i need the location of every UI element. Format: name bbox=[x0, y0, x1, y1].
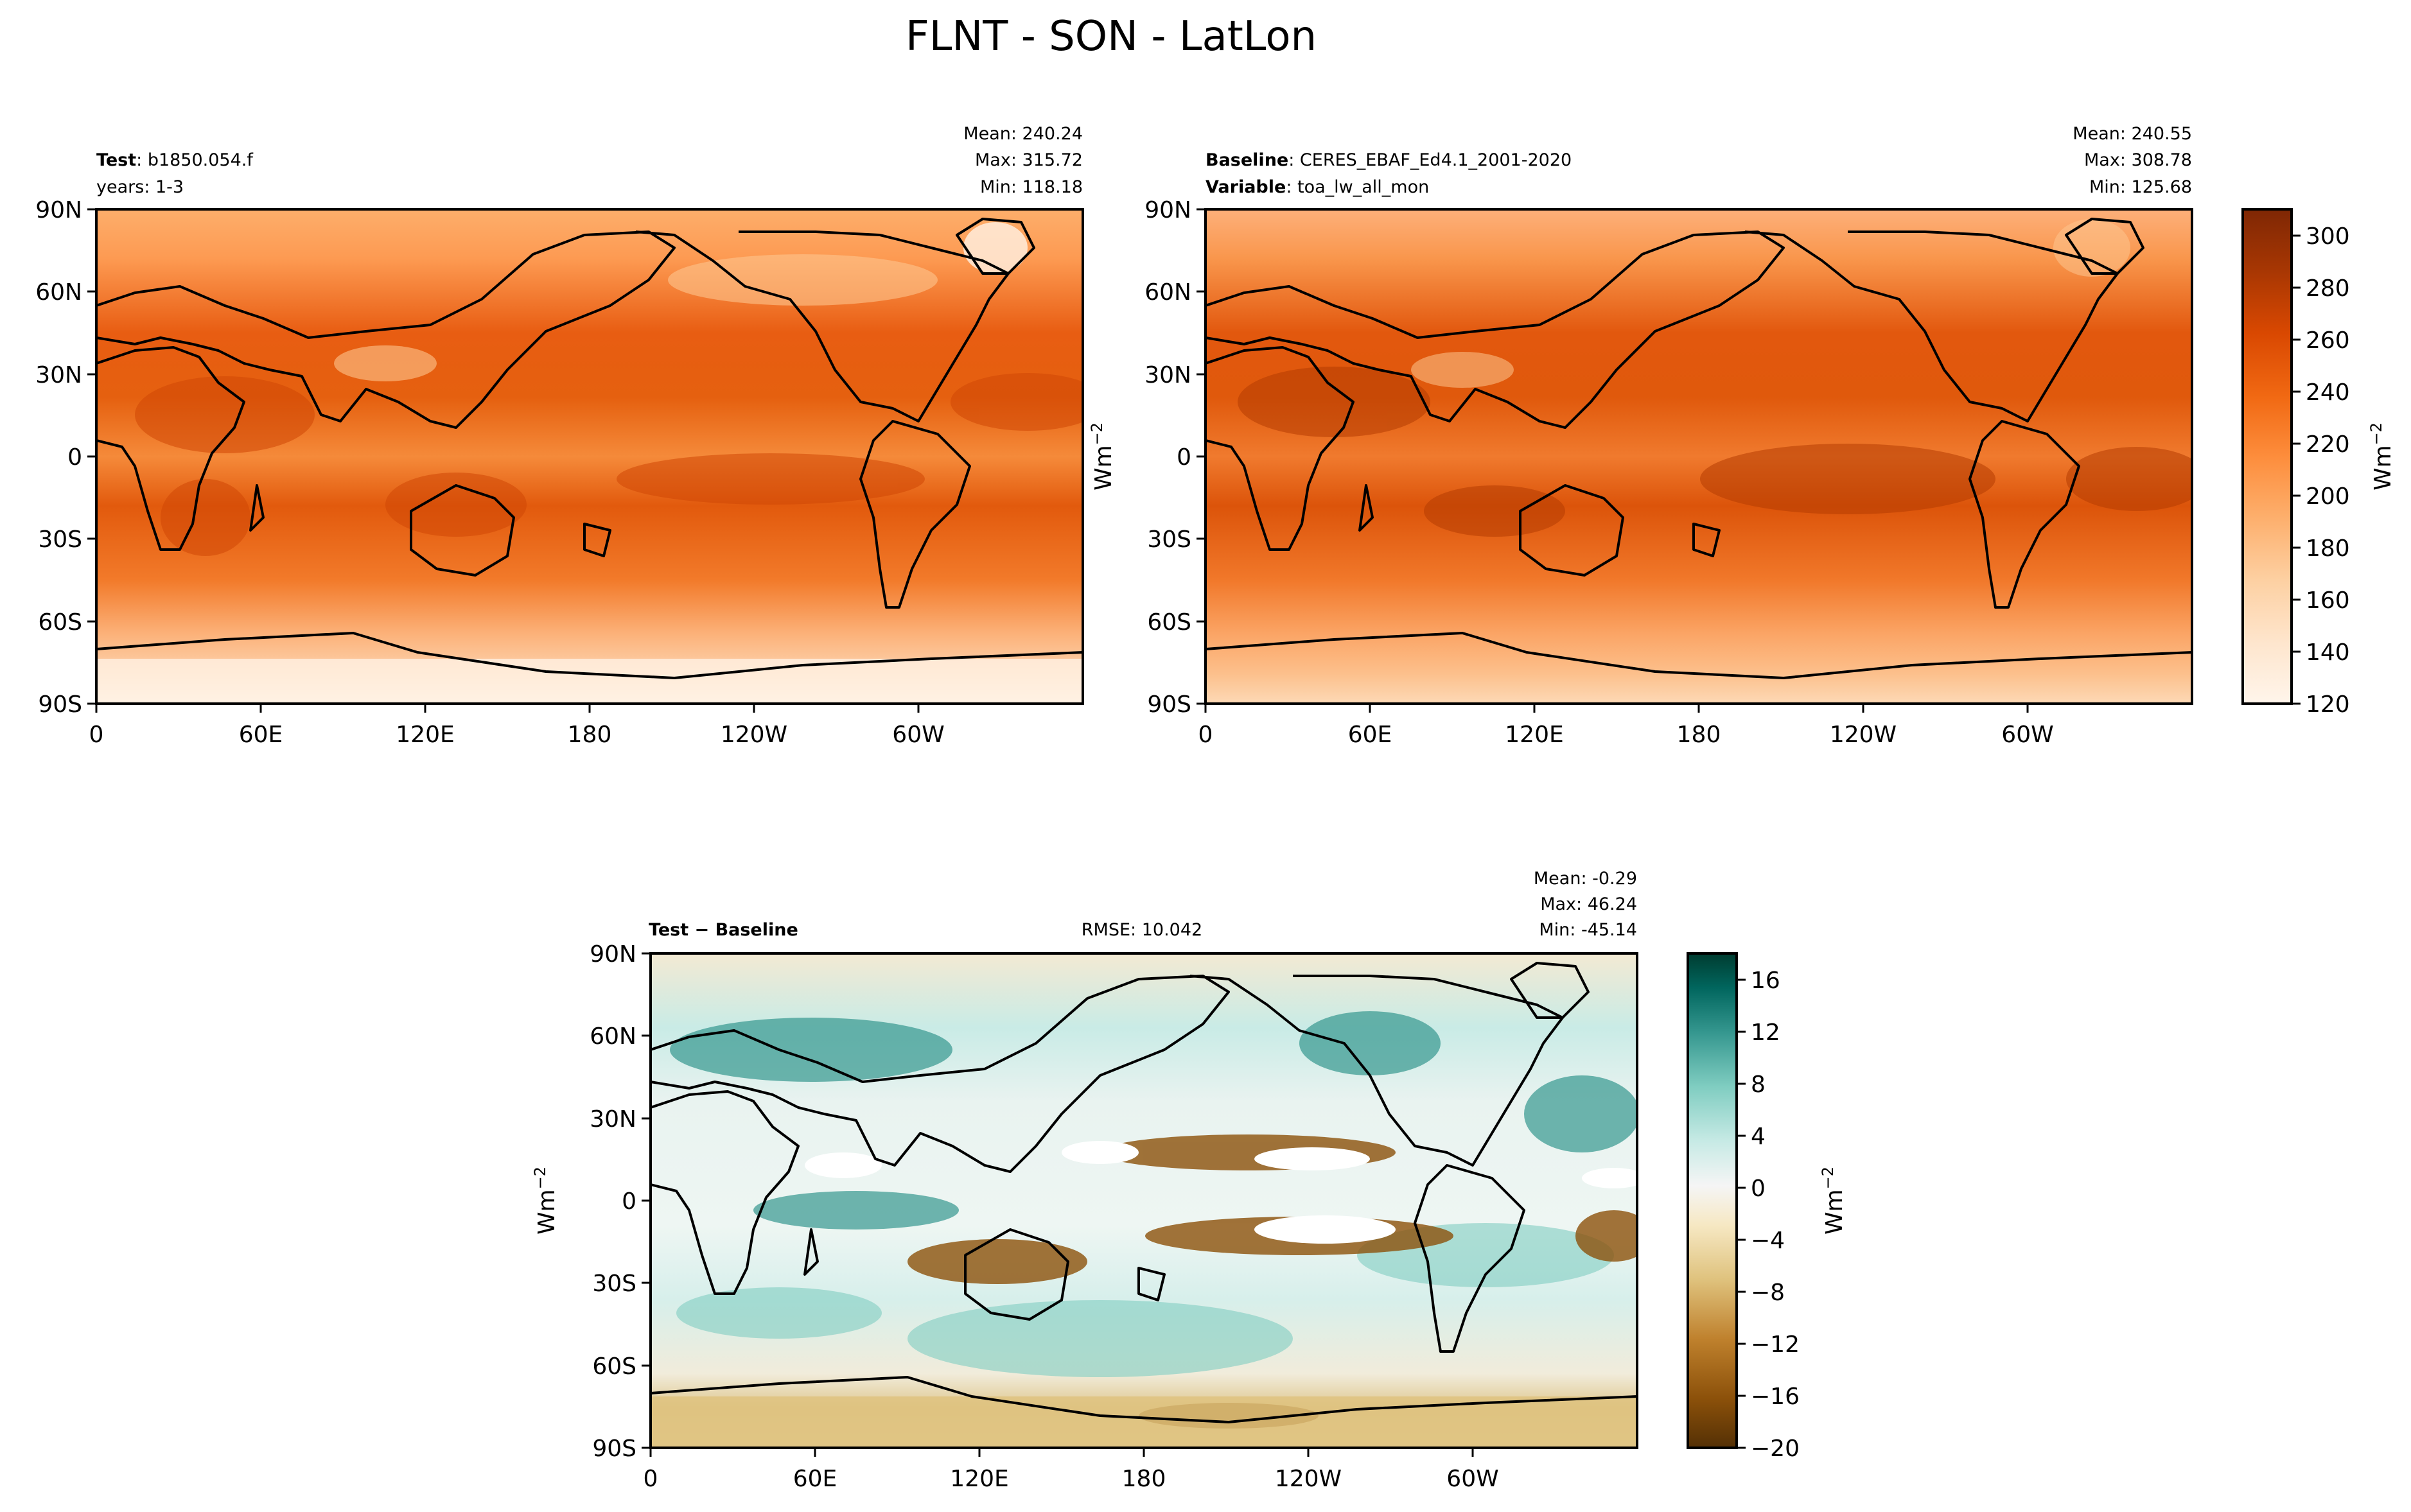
colorbar-tick-label: 12 bbox=[1751, 1020, 1780, 1046]
test-ytick-label: 0 bbox=[67, 444, 82, 471]
baseline-map bbox=[1206, 209, 2192, 704]
baseline-ytick-label: 60N bbox=[1144, 279, 1191, 306]
baseline-label: Baseline: CERES_EBAF_Ed4.1_2001-2020 bbox=[1206, 150, 1572, 170]
baseline-panel: Baseline: CERES_EBAF_Ed4.1_2001-2020 Var… bbox=[1088, 124, 2396, 748]
difference-ytick-label: 90N bbox=[590, 941, 636, 968]
colorbar-tick-label: 4 bbox=[1751, 1124, 1766, 1150]
test-y-ticks bbox=[87, 208, 96, 705]
test-x-ticks bbox=[95, 704, 920, 713]
baseline-ytick-label: 30S bbox=[1147, 526, 1191, 553]
difference-stat-max: Max: 46.24 bbox=[1540, 894, 1637, 914]
colorbar-tick-label: −16 bbox=[1751, 1384, 1800, 1410]
test-years-label: years: 1-3 bbox=[96, 177, 184, 197]
difference-y-ticks bbox=[642, 952, 651, 1449]
colorbar-tick-label: −12 bbox=[1751, 1332, 1800, 1358]
difference-colorbar: −20 −16 −12 −8 −4 0 4 8 12 16 Wm−2 bbox=[1687, 952, 1848, 1462]
colorbar-tick-label: 220 bbox=[2306, 431, 2350, 458]
difference-xtick-label: 60W bbox=[1446, 1466, 1498, 1492]
test-xtick-label: 60E bbox=[239, 722, 283, 748]
test-xtick-label: 60W bbox=[892, 722, 944, 748]
difference-label: Test − Baseline bbox=[649, 920, 798, 940]
test-label: Test: b1850.054.f bbox=[96, 150, 254, 170]
difference-xtick-label: 180 bbox=[1122, 1466, 1166, 1492]
difference-x-ticks bbox=[649, 1448, 1474, 1457]
baseline-x-ticks bbox=[1204, 704, 2029, 713]
baseline-stat-min: Min: 125.68 bbox=[2089, 177, 2192, 197]
baseline-variable-label: Variable: toa_lw_all_mon bbox=[1206, 177, 1429, 197]
test-xtick-label: 120E bbox=[396, 722, 454, 748]
baseline-xtick-label: 120E bbox=[1505, 722, 1563, 748]
baseline-stat-mean: Mean: 240.55 bbox=[2073, 124, 2192, 144]
difference-ytick-label: 30S bbox=[592, 1271, 636, 1297]
baseline-xtick-label: 0 bbox=[1198, 722, 1213, 748]
difference-panel: Test − Baseline RMSE: 10.042 Mean: -0.29… bbox=[531, 869, 1848, 1492]
baseline-y-ticks bbox=[1197, 208, 1206, 705]
baseline-colorbar: 120 140 160 180 200 220 240 260 280 300 … bbox=[2241, 208, 2396, 718]
colorbar-tick-label: 240 bbox=[2306, 379, 2350, 406]
test-stat-mean: Mean: 240.24 bbox=[963, 124, 1083, 144]
difference-ytick-label: 0 bbox=[622, 1188, 636, 1215]
difference-xtick-label: 120E bbox=[950, 1466, 1008, 1492]
test-ytick-label: 30S bbox=[38, 526, 82, 553]
test-ytick-label: 30N bbox=[35, 362, 82, 388]
test-stat-min: Min: 118.18 bbox=[980, 177, 1083, 197]
test-map bbox=[96, 209, 1083, 704]
test-ytick-label: 60S bbox=[38, 609, 82, 636]
difference-ytick-label: 30N bbox=[590, 1106, 636, 1133]
difference-ytick-label: 90S bbox=[592, 1436, 636, 1462]
colorbar-tick-label: 16 bbox=[1751, 968, 1780, 994]
difference-xtick-label: 120W bbox=[1275, 1466, 1342, 1492]
colorbar-label: Wm−2 bbox=[1819, 1167, 1848, 1235]
colorbar-tick-label: 280 bbox=[2306, 275, 2350, 302]
difference-xtick-label: 60E bbox=[793, 1466, 837, 1492]
colorbar-label: Wm−2 bbox=[2367, 422, 2396, 491]
colorbar-tick-label: 160 bbox=[2306, 587, 2350, 614]
baseline-ytick-label: 90N bbox=[1144, 197, 1191, 223]
colorbar-tick-label: 260 bbox=[2306, 327, 2350, 354]
test-xtick-label: 120W bbox=[721, 722, 787, 748]
baseline-xtick-label: 60E bbox=[1348, 722, 1392, 748]
baseline-stat-max: Max: 308.78 bbox=[2084, 150, 2192, 170]
figure-title: FLNT - SON - LatLon bbox=[906, 13, 1317, 60]
test-ytick-label: 90N bbox=[35, 197, 82, 223]
baseline-xtick-label: 120W bbox=[1830, 722, 1897, 748]
colorbar-tick-label: 120 bbox=[2306, 691, 2350, 718]
difference-stat-mean: Mean: -0.29 bbox=[1534, 869, 1637, 889]
test-panel: Test: b1850.054.f years: 1-3 Mean: 240.2… bbox=[35, 124, 1084, 748]
colorbar-tick-label: −8 bbox=[1751, 1280, 1785, 1306]
colorbar-tick-label: 300 bbox=[2306, 223, 2350, 250]
baseline-ytick-label: 30N bbox=[1144, 362, 1191, 388]
difference-stat-min: Min: -45.14 bbox=[1539, 920, 1637, 940]
difference-ytick-label: 60N bbox=[590, 1023, 636, 1050]
colorbar-tick-label: 8 bbox=[1751, 1072, 1766, 1098]
difference-ytick-label: 60S bbox=[592, 1353, 636, 1380]
colorbar-tick-label: −4 bbox=[1751, 1228, 1785, 1254]
test-ytick-label: 90S bbox=[38, 691, 82, 718]
colorbar-tick-label: 200 bbox=[2306, 483, 2350, 510]
difference-ylabel: Wm−2 bbox=[531, 1167, 560, 1235]
baseline-ylabel: Wm−2 bbox=[1088, 422, 1117, 491]
baseline-ytick-label: 90S bbox=[1147, 691, 1191, 718]
baseline-xtick-label: 180 bbox=[1677, 722, 1721, 748]
test-stat-max: Max: 315.72 bbox=[975, 150, 1083, 170]
test-ytick-label: 60N bbox=[35, 279, 82, 306]
baseline-xtick-label: 60W bbox=[2001, 722, 2053, 748]
difference-rmse: RMSE: 10.042 bbox=[1082, 920, 1202, 940]
colorbar-tick-label: −20 bbox=[1751, 1436, 1800, 1462]
baseline-ytick-label: 60S bbox=[1147, 609, 1191, 636]
difference-xtick-label: 0 bbox=[644, 1466, 658, 1492]
test-xtick-label: 0 bbox=[89, 722, 104, 748]
colorbar-tick-label: 180 bbox=[2306, 535, 2350, 562]
baseline-ytick-label: 0 bbox=[1177, 444, 1191, 471]
difference-map bbox=[651, 953, 1637, 1448]
colorbar-tick-label: 140 bbox=[2306, 639, 2350, 666]
colorbar-tick-label: 0 bbox=[1751, 1176, 1766, 1202]
test-xtick-label: 180 bbox=[568, 722, 612, 748]
